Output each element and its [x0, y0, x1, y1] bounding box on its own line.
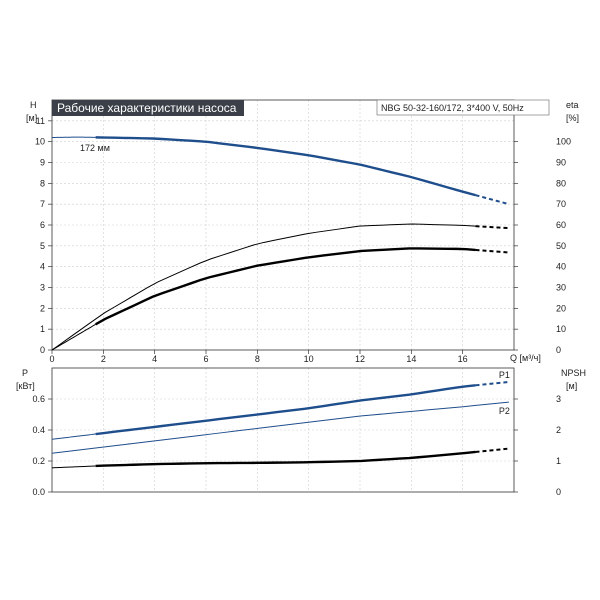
- power-axis-unit: [кВт]: [16, 381, 35, 391]
- eta_thin-curve-dashed: [475, 225, 509, 230]
- x-tick-label: 4: [152, 354, 157, 364]
- head-curve-bold: [95, 136, 476, 197]
- top-right-tick-label: 50: [556, 241, 566, 251]
- top-right-tick-label: 10: [556, 324, 566, 334]
- top-left-tick-label: 0: [40, 345, 45, 355]
- top-right-tick-label: 60: [556, 220, 566, 230]
- p1-series-label: P1: [499, 370, 510, 380]
- bottom-left-tick-label: 0.6: [32, 394, 45, 404]
- npsh-curve-dashed: [475, 447, 509, 453]
- top-curves: [51, 136, 510, 351]
- p2-curve-thin: [51, 401, 509, 454]
- p1-curve-thin: [51, 433, 96, 440]
- top-right-tick-label: 80: [556, 178, 566, 188]
- top-left-tick-label: 4: [40, 262, 45, 272]
- top-left-tick-label: 1: [40, 324, 45, 334]
- model-label: NBG 50-32-160/172, 3*400 V, 50Hz: [381, 103, 524, 113]
- power-axis-name: P: [22, 368, 28, 378]
- npsh-curve-bold: [95, 450, 476, 468]
- chart-title: Рабочие характеристики насоса: [57, 101, 237, 115]
- bottom-panel: P [кВт] NPSH [м] 0.0 0.2 0.4 0.6 0 1 2 3 P1 P2: [16, 367, 586, 497]
- top-left-tick-label: 10: [35, 137, 45, 147]
- top-left-tick-label: 5: [40, 241, 45, 251]
- x-tick-label: 6: [203, 354, 208, 364]
- eta-axis-unit: [%]: [566, 113, 579, 123]
- bottom-right-tick-label: 0: [556, 487, 561, 497]
- bottom-left-tick-label: 0.0: [32, 487, 45, 497]
- x-tick-label: 12: [355, 354, 365, 364]
- p1-curve-dashed: [475, 380, 509, 387]
- p1-curve-bold: [95, 384, 476, 436]
- bottom-right-tick-label: 2: [556, 425, 561, 435]
- eta_thin-curve-thin: [51, 223, 476, 351]
- bottom-curves: P1 P2: [51, 370, 510, 469]
- bottom-right-tick-label: 3: [556, 394, 561, 404]
- head-curve-dashed: [475, 194, 510, 206]
- top-left-tick-label: 7: [40, 199, 45, 209]
- top-left-tick-label: 9: [40, 158, 45, 168]
- npsh-curve-thin: [51, 465, 96, 469]
- top-left-tick-label: 2: [40, 303, 45, 313]
- top-left-tick-label: 11: [36, 116, 45, 126]
- x-tick-label: 2: [101, 354, 106, 364]
- top-left-tick-label: 3: [40, 283, 45, 293]
- model-box: [376, 99, 550, 116]
- x-tick-label: 0: [49, 354, 54, 364]
- top-left-tick-label: 8: [40, 178, 45, 188]
- top-right-tick-label: 100: [556, 137, 571, 147]
- title-box: [52, 100, 244, 116]
- eta-axis-name: eta: [566, 100, 579, 110]
- bottom-tick-labels: 0.0 0.2 0.4 0.6 0 1 2 3: [32, 394, 561, 497]
- top-left-tick-label: 6: [40, 220, 45, 230]
- x-tick-label: 14: [406, 354, 416, 364]
- eta_bold-curve-bold: [95, 247, 476, 326]
- top-right-tick-label: 0: [556, 345, 561, 355]
- top-right-tick-label: 70: [556, 199, 566, 209]
- x-tick-label: 16: [458, 354, 468, 364]
- eta_bold-curve-thin: [51, 323, 96, 351]
- impeller-label: 172 мм: [80, 143, 110, 153]
- npsh-axis-unit: [м]: [566, 381, 577, 391]
- bottom-right-tick-label: 1: [556, 456, 561, 466]
- eta_bold-curve-dashed: [475, 248, 509, 254]
- x-tick-label: 8: [255, 354, 260, 364]
- x-axis-label: Q [м³/ч]: [510, 353, 541, 363]
- top-right-tick-label: 20: [556, 303, 566, 313]
- npsh-axis-name: NPSH: [561, 368, 586, 378]
- p2-series-label: P2: [499, 406, 510, 416]
- bottom-left-tick-label: 0.4: [32, 425, 45, 435]
- top-panel: Рабочие характеристики насоса NBG 50-32-…: [26, 99, 579, 364]
- top-right-tick-label: 90: [556, 158, 566, 168]
- top-right-tick-label: 40: [556, 262, 566, 272]
- bottom-left-tick-label: 0.2: [32, 456, 45, 466]
- head-axis-unit: [м]: [26, 113, 37, 123]
- top-right-tick-label: 30: [556, 283, 566, 293]
- x-tick-label: 10: [304, 354, 314, 364]
- head-axis-name: H: [30, 100, 37, 110]
